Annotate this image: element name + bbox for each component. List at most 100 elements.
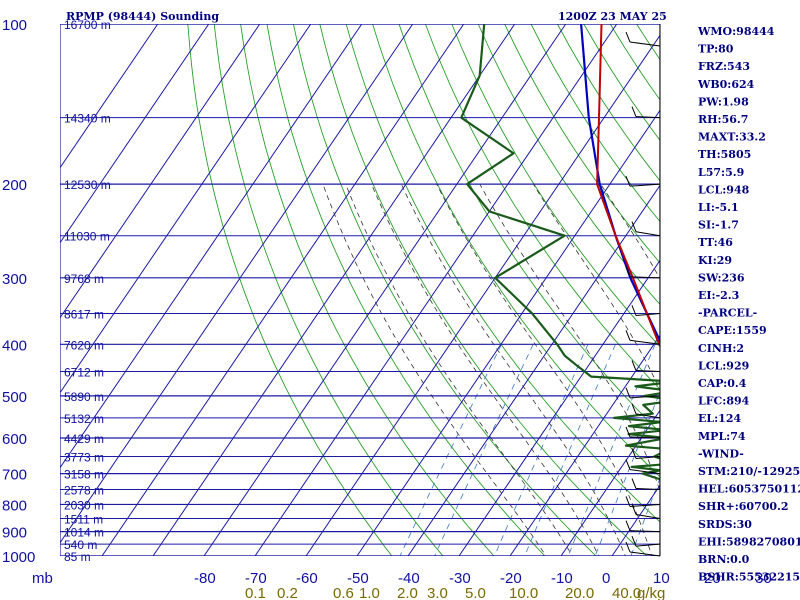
dry-adiabat: [345, 24, 660, 523]
dewpoint-line: [460, 24, 660, 481]
moist-adiabat: [436, 183, 653, 556]
pressure-tick-label: 600: [2, 431, 27, 448]
isotherm: [509, 334, 660, 556]
wind-barb: [635, 231, 661, 237]
pressure-tick-label: 400: [2, 337, 27, 354]
dry-adiabat: [319, 24, 648, 556]
height-label: 1014 m: [64, 526, 104, 540]
wind-barb: [635, 488, 661, 491]
mixing-ratio-label: g/kg: [637, 585, 665, 600]
height-label: 11030 m: [64, 230, 110, 244]
pressure-tick-label: 300: [2, 271, 27, 288]
wind-barb: [635, 413, 661, 419]
temperature-tick-label: -40: [398, 570, 420, 587]
wind-barb: [635, 116, 661, 119]
mixing-ratio-label: 5.0: [465, 585, 486, 600]
mixing-ratio-line: [494, 344, 589, 556]
wind-barb: [635, 370, 661, 373]
height-label: 6712 m: [64, 366, 104, 380]
index-label: HEL:605375011225: [698, 483, 800, 496]
wind-barb-flag: [631, 478, 637, 489]
index-label: TP:80: [698, 43, 734, 56]
height-label: 540 m: [64, 538, 97, 552]
wind-barbs: [625, 24, 661, 557]
mixing-ratio-label: 0.2: [277, 585, 298, 600]
index-label: EL:124: [698, 412, 741, 425]
wind-barb: [629, 276, 661, 279]
index-label: SHR+:60700.2: [698, 500, 789, 513]
height-label: 4429 m: [64, 432, 104, 446]
height-label: 3773 m: [64, 450, 104, 464]
pressure-tick-label: 100: [2, 17, 27, 34]
indices-panel: WMO:98444 TP:80 FRZ:543 WB0:624 PW:1.98 RH:56…: [697, 25, 800, 584]
mixing-ratio-line: [567, 344, 656, 556]
moist-adiabat: [371, 183, 600, 556]
index-label: EHI:589827080192.: [698, 535, 800, 548]
index-label: SW:236: [698, 271, 745, 284]
wind-barb-flag: [631, 360, 637, 371]
isotherm: [101, 24, 465, 556]
temperature-tick-label: -60: [296, 570, 318, 587]
index-label: CINH:2: [698, 342, 744, 355]
isotherm: [60, 24, 210, 244]
wind-barb: [629, 436, 661, 439]
temperature-line: [596, 24, 660, 348]
wind-barb-flag: [631, 305, 637, 316]
dry-adiabat: [292, 24, 597, 556]
wind-barb-flag: [631, 221, 637, 232]
dry-adiabat: [266, 24, 546, 556]
moist-adiabat: [400, 183, 626, 556]
wind-barb-flag: [625, 175, 631, 187]
dry-adiabat: [187, 24, 393, 556]
height-label: 5890 m: [64, 390, 104, 404]
height-label: 2030 m: [64, 498, 104, 512]
temperature-tick-label: -70: [245, 570, 267, 587]
index-label: BSHR:55532215861: [698, 571, 800, 584]
isotherm: [356, 109, 660, 556]
index-label: SRDS:30: [698, 518, 752, 531]
isotherm: [560, 409, 660, 556]
temperature-tick-label: 20: [704, 570, 721, 587]
wind-barb-flag: [625, 520, 631, 531]
temperature-tick-label: -20: [500, 570, 522, 587]
index-label: TH:5805: [698, 148, 751, 161]
pressure-tick-label: 200: [2, 177, 27, 194]
index-label: LCL:948: [698, 183, 750, 196]
index-label: LI:-5.1: [698, 201, 739, 214]
mixing-ratio-line: [630, 477, 660, 556]
wind-barb: [635, 543, 661, 547]
height-label: 9768 m: [64, 272, 104, 286]
index-label: TT:46: [698, 236, 733, 249]
temperature-tick-label: -50: [347, 570, 369, 587]
mixing-ratio-label: 3.0: [427, 585, 448, 600]
dry-adiabat: [424, 24, 660, 390]
height-label: 85 m: [64, 550, 91, 564]
index-label: LCL:929: [698, 359, 749, 372]
index-label: STM:210/-1292562: [698, 465, 800, 478]
mixing-ratio-label: 0.1: [245, 585, 266, 600]
wind-barb-flag: [625, 541, 631, 553]
dry-adiabat: [213, 24, 444, 556]
index-label: WMO:98444: [697, 25, 775, 38]
pressure-tick-label: 800: [2, 497, 27, 514]
wind-barb: [629, 41, 661, 47]
mixing-ratio-label: 10.0: [509, 585, 538, 600]
isotherm: [407, 184, 660, 556]
wind-barb: [629, 530, 661, 533]
index-label: MPL:74: [698, 430, 746, 443]
profile-layer: [460, 24, 660, 481]
pressure-tick-label: 1000: [2, 549, 35, 566]
index-label: EI:-2.3: [698, 289, 739, 302]
index-label: MAXT:33.2: [698, 131, 766, 144]
temperature-tick-label: -80: [194, 570, 216, 587]
moist-adiabat: [345, 183, 573, 556]
height-label: 14340 m: [64, 112, 111, 126]
wind-barb-flag: [631, 535, 637, 547]
height-label: 2578 m: [64, 484, 104, 498]
index-label: FRZ:543: [698, 60, 750, 73]
isotherm: [203, 24, 567, 556]
temperature-tick-label: -30: [449, 570, 471, 587]
chart-title: RPMP (98444) Sounding: [66, 10, 219, 23]
